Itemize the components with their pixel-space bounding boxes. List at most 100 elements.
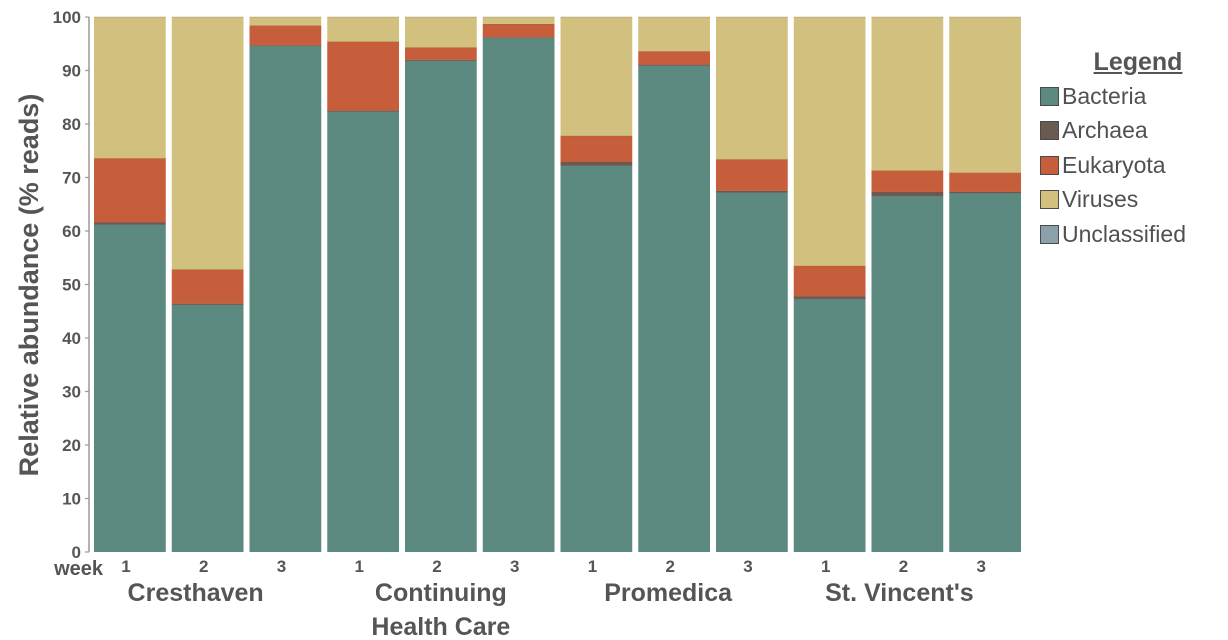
bar-segment-viruses xyxy=(405,17,477,48)
bar-segment-bacteria xyxy=(638,65,710,552)
group-label: Cresthaven xyxy=(128,579,264,607)
bar-segment-bacteria xyxy=(405,60,477,553)
bar-stack xyxy=(249,16,322,552)
legend-swatch xyxy=(1040,190,1059,210)
legend-swatch xyxy=(1040,155,1059,175)
x-tick-label: 2 xyxy=(199,557,208,576)
legend-swatch xyxy=(1040,121,1059,141)
x-tick-label: 3 xyxy=(510,557,519,576)
bar-segment-eukaryota xyxy=(716,159,788,191)
bar-segment-eukaryota xyxy=(560,135,633,162)
bar-segment-viruses xyxy=(949,17,1021,173)
bar-segment-eukaryota xyxy=(871,170,944,192)
x-tick-label: 2 xyxy=(899,557,908,576)
bar-segment-viruses xyxy=(638,17,710,52)
y-tick-label: 80 xyxy=(62,115,81,134)
bar-segment-eukaryota xyxy=(171,269,244,304)
bar-segment-bacteria xyxy=(793,298,866,552)
bar-segment-bacteria xyxy=(94,224,166,552)
y-axis-label: Relative abundance (% reads) xyxy=(14,94,44,477)
bar-segment-archaea xyxy=(638,64,710,66)
bar-segment-archaea xyxy=(560,161,633,166)
y-tick-label: 30 xyxy=(62,383,81,402)
bar-segment-eukaryota xyxy=(482,23,555,38)
legend-label: Eukaryota xyxy=(1062,151,1166,178)
bar-stack xyxy=(638,16,710,552)
bar-segment-bacteria xyxy=(327,111,399,552)
y-tick-label: 100 xyxy=(53,8,81,27)
legend-swatch xyxy=(1040,224,1059,244)
group-labels: Cresthaven Continuing Health Care Promedica… xyxy=(128,579,974,640)
bar-segment-bacteria xyxy=(560,165,633,553)
bar-stack xyxy=(560,16,633,553)
bar-segment-archaea xyxy=(716,190,788,193)
legend-swatch xyxy=(1040,86,1059,106)
legend-items: Bacteria Archaea Eukaryota Viruses Unclassif… xyxy=(1040,79,1226,252)
bar-segment-bacteria xyxy=(949,193,1021,552)
legend-item-eukaryota: Eukaryota xyxy=(1040,148,1226,183)
bar-segment-archaea xyxy=(171,303,244,305)
bar-segment-eukaryota xyxy=(949,172,1021,192)
x-tick-label: 2 xyxy=(666,557,675,576)
bar-segment-archaea xyxy=(327,110,399,112)
bar-segment-bacteria xyxy=(171,304,244,552)
y-tick-label: 90 xyxy=(62,62,81,81)
bar-segment-bacteria xyxy=(716,192,788,553)
bar-stack xyxy=(94,16,166,552)
legend: Legend Bacteria Archaea Eukaryota Viruses Un… xyxy=(1040,48,1226,252)
legend-item-viruses: Viruses xyxy=(1040,183,1226,218)
bar-segment-archaea xyxy=(405,59,477,61)
x-tick-label: 1 xyxy=(588,557,597,576)
legend-title: Legend xyxy=(1093,48,1183,76)
x-ticks: 1 2 3 1 2 3 1 2 3 1 2 3 xyxy=(121,557,986,576)
bars xyxy=(94,16,1021,553)
legend-item-bacteria: Bacteria xyxy=(1040,79,1226,114)
bar-segment-eukaryota xyxy=(405,47,477,60)
bar-segment-eukaryota xyxy=(249,25,322,46)
bar-segment-viruses xyxy=(793,17,866,266)
y-tick-label: 20 xyxy=(62,436,81,455)
x-tick-label: 3 xyxy=(743,557,752,576)
group-label: Promedica xyxy=(604,579,733,607)
bar-segment-eukaryota xyxy=(94,158,166,223)
group-label: St. Vincent's xyxy=(825,579,974,607)
x-tick-label: 3 xyxy=(277,557,286,576)
bar-segment-archaea xyxy=(94,222,166,225)
y-tick-label: 60 xyxy=(62,222,81,241)
bar-segment-viruses xyxy=(171,17,244,270)
x-tick-label: 3 xyxy=(977,557,986,576)
legend-item-archaea: Archaea xyxy=(1040,114,1226,149)
bar-segment-archaea xyxy=(871,191,944,197)
y-tick-label: 40 xyxy=(62,329,81,348)
bar-stack xyxy=(793,16,866,552)
bar-stack xyxy=(482,16,555,553)
x-tick-label: 1 xyxy=(121,557,130,576)
y-tick-label: 70 xyxy=(62,169,81,188)
bar-segment-bacteria xyxy=(871,196,944,552)
bar-stack xyxy=(405,16,477,553)
bar-segment-eukaryota xyxy=(327,41,399,111)
stacked-bar-chart: Relative abundance (% reads) 0 10 20 30 40 50… xyxy=(14,8,1021,640)
x-tick-label: 1 xyxy=(355,557,364,576)
legend-label: Viruses xyxy=(1062,186,1139,213)
bar-segment-archaea xyxy=(793,296,866,299)
bar-segment-viruses xyxy=(482,17,555,24)
bar-segment-archaea xyxy=(949,191,1021,194)
bar-segment-viruses xyxy=(560,17,633,136)
bar-stack xyxy=(716,16,788,553)
y-ticks: 0 10 20 30 40 50 60 70 80 90 100 xyxy=(53,8,89,562)
legend-label: Bacteria xyxy=(1062,82,1147,109)
bar-segment-eukaryota xyxy=(793,265,866,297)
bar-segment-viruses xyxy=(94,17,166,159)
bar-segment-bacteria xyxy=(482,37,555,553)
bar-segment-viruses xyxy=(327,17,399,42)
y-tick-label: 50 xyxy=(62,276,81,295)
bar-stack xyxy=(871,16,944,552)
legend-label: Unclassified xyxy=(1062,220,1186,247)
legend-item-unclassified: Unclassified xyxy=(1040,217,1226,252)
group-label: Health Care xyxy=(371,613,510,640)
bar-segment-viruses xyxy=(716,17,788,160)
group-label: Continuing xyxy=(375,579,507,607)
bar-segment-bacteria xyxy=(249,45,322,552)
